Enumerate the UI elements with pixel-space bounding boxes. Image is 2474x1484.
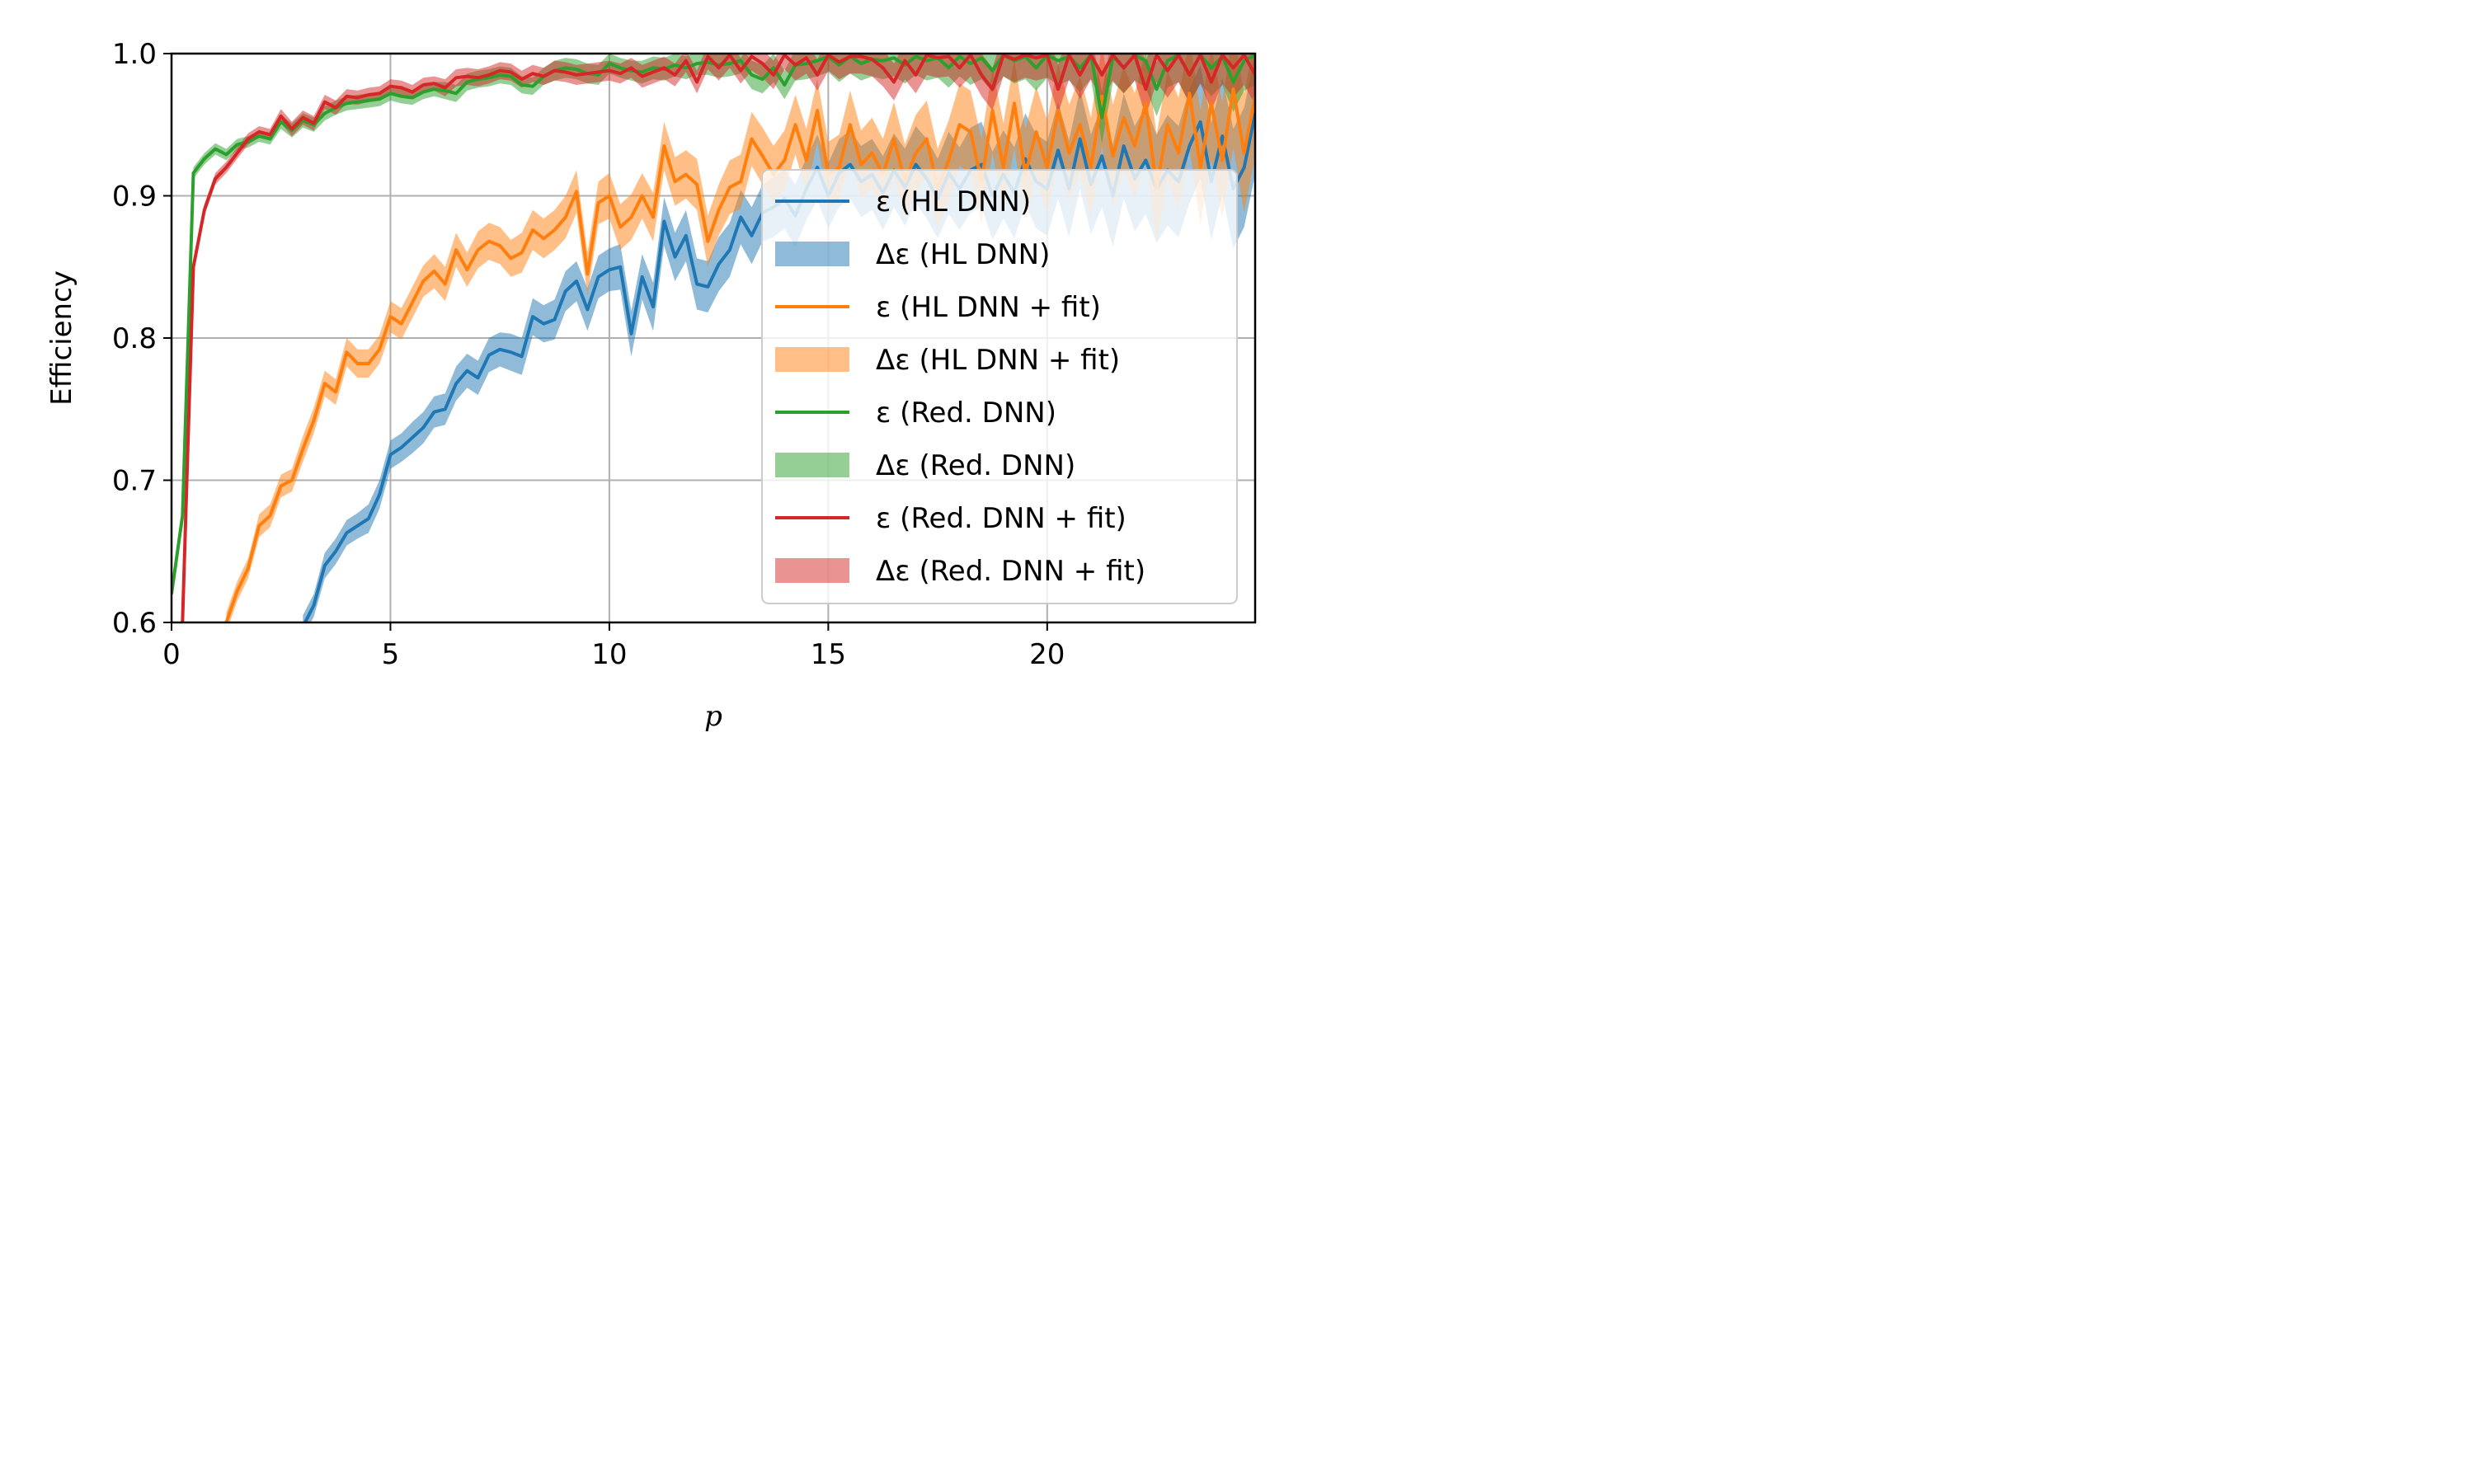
legend-swatch-band xyxy=(775,558,849,583)
x-tick-label: 0 xyxy=(162,638,181,671)
y-tick-label: 1.0 xyxy=(112,38,157,71)
x-axis-label: p xyxy=(704,700,722,733)
legend-label: ε (Red. DNN) xyxy=(876,397,1056,430)
y-tick-label: 0.8 xyxy=(112,322,157,355)
y-axis-label: Efficiency xyxy=(45,270,78,406)
y-tick-label: 0.6 xyxy=(112,607,157,640)
legend: ε (HL DNN) Δε (HL DNN) ε (HL DNN + fit) Δε … xyxy=(761,169,1238,604)
legend-label: ε (HL DNN + fit) xyxy=(876,291,1101,324)
x-axis-ticks: 0 5 10 15 20 xyxy=(162,622,1065,671)
legend-box xyxy=(761,169,1238,604)
legend-label: ε (HL DNN) xyxy=(876,186,1031,218)
x-tick-label: 20 xyxy=(1029,638,1065,671)
legend-label: Δε (HL DNN + fit) xyxy=(876,344,1120,377)
x-tick-label: 10 xyxy=(591,638,627,671)
error-band-series-1 xyxy=(226,54,1255,622)
y-tick-label: 0.7 xyxy=(112,465,157,498)
legend-swatch-band xyxy=(775,453,849,477)
legend-label: Δε (HL DNN) xyxy=(876,238,1050,271)
x-tick-label: 5 xyxy=(382,638,400,671)
legend-swatch-band xyxy=(775,347,849,372)
legend-label: Δε (Red. DNN + fit) xyxy=(876,555,1145,588)
y-tick-label: 0.9 xyxy=(112,181,157,214)
x-tick-label: 15 xyxy=(811,638,846,671)
y-axis-ticks: 0.6 0.7 0.8 0.9 1.0 xyxy=(112,38,172,640)
legend-label: ε (Red. DNN + fit) xyxy=(876,502,1126,535)
legend-label: Δε (Red. DNN) xyxy=(876,449,1075,482)
chart-figure: 0 5 10 15 20 0.6 0.7 0.8 0.9 1.0 p Efficiency ε … xyxy=(0,0,1293,764)
legend-swatch-band xyxy=(775,242,849,266)
